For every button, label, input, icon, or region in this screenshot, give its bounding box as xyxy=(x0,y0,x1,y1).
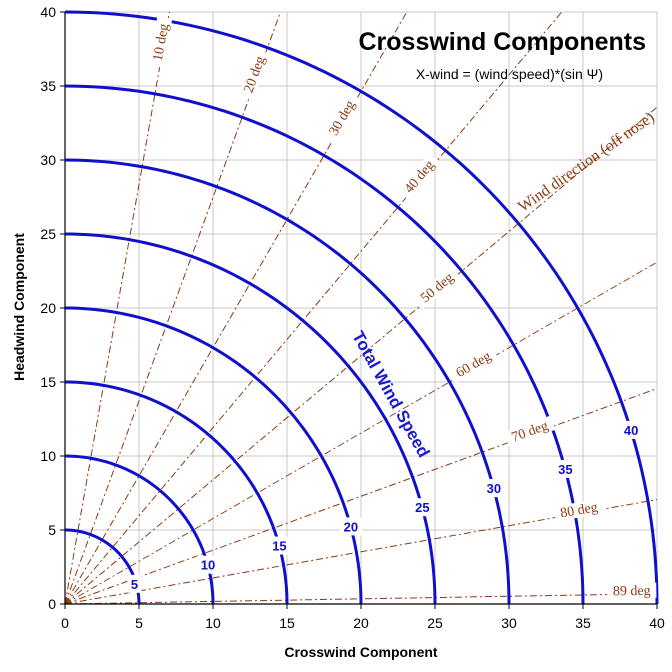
speed-arc-35 xyxy=(64,84,585,605)
x-tick-label: 25 xyxy=(427,615,443,631)
speed-label-35: 35 xyxy=(558,462,572,477)
direction-line-50 xyxy=(64,106,658,605)
axes xyxy=(60,11,658,609)
direction-label-group: 20 deg xyxy=(238,48,270,100)
speed-label-10: 10 xyxy=(201,558,215,573)
x-tick-labels: 0 5 10 15 20 25 30 35 40 xyxy=(61,615,665,631)
y-tick-label: 15 xyxy=(40,374,56,390)
x-tick-label: 20 xyxy=(353,615,369,631)
direction-label-10: 10 deg xyxy=(151,23,172,63)
speed-label-bg xyxy=(554,459,577,478)
chart-subtitle: X-wind = (wind speed)*(sin Ψ) xyxy=(416,66,603,82)
speed-label-bg xyxy=(268,536,291,555)
direction-label-group: 10 deg xyxy=(148,16,173,68)
chart-title: Crosswind Components xyxy=(358,28,646,56)
direction-line-30 xyxy=(64,11,408,605)
speed-label-40: 40 xyxy=(624,423,638,438)
y-tick-label: 20 xyxy=(40,300,56,316)
direction-label-bg xyxy=(607,582,657,599)
direction-label-20: 20 deg xyxy=(242,54,269,95)
direction-label-group: 60 deg xyxy=(448,345,499,383)
y-tick-label: 35 xyxy=(40,78,56,94)
speed-labels: 5 10 15 20 25 30 35 40 xyxy=(127,420,643,593)
x-tick-label: 35 xyxy=(575,615,591,631)
direction-label-bg xyxy=(413,265,461,309)
y-tick-label: 5 xyxy=(48,522,56,538)
direction-line-10 xyxy=(64,11,170,605)
speed-label-bg xyxy=(620,420,643,439)
speed-label-20: 20 xyxy=(344,519,358,534)
direction-label-group: 30 deg xyxy=(322,92,361,143)
speed-label-bg xyxy=(411,498,434,517)
speed-label-30: 30 xyxy=(487,481,501,496)
direction-label-group: 50 deg xyxy=(413,265,461,309)
direction-labels: 10 deg 20 deg 30 deg 40 deg 50 deg 60 deg 70 d… xyxy=(148,16,657,600)
x-tick-label: 40 xyxy=(649,615,665,631)
speed-label-bg xyxy=(196,555,219,574)
direction-label-bg xyxy=(553,498,605,522)
y-tick-label: 0 xyxy=(48,596,56,612)
direction-label-70: 70 deg xyxy=(510,419,551,446)
direction-line-60 xyxy=(64,261,658,605)
y-tick-label: 25 xyxy=(40,226,56,242)
wind-direction-label: Wind direction (off nose) xyxy=(515,109,658,216)
direction-label-89: 89 deg xyxy=(613,584,651,600)
speed-label-15: 15 xyxy=(272,539,286,554)
direction-label-bg xyxy=(448,345,499,383)
speed-label-25: 25 xyxy=(415,500,429,515)
y-tick-label: 40 xyxy=(40,4,56,20)
direction-label-40: 40 deg xyxy=(402,158,438,197)
speed-label-bg xyxy=(482,479,505,498)
x-tick-label: 5 xyxy=(135,615,143,631)
x-tick-label: 15 xyxy=(279,615,295,631)
direction-label-30: 30 deg xyxy=(327,98,359,138)
direction-label-group: 80 deg xyxy=(553,498,605,522)
speed-arc-40 xyxy=(64,10,659,605)
x-tick-label: 0 xyxy=(61,615,69,631)
direction-label-group: 70 deg xyxy=(504,415,556,447)
direction-label-bg xyxy=(397,152,441,201)
direction-line-40 xyxy=(64,11,563,605)
speed-label-5: 5 xyxy=(131,577,138,592)
y-axis-title: Headwind Component xyxy=(11,233,27,381)
y-tick-label: 30 xyxy=(40,152,56,168)
direction-label-80: 80 deg xyxy=(559,500,599,521)
direction-label-60: 60 deg xyxy=(454,349,494,381)
direction-label-bg xyxy=(148,16,173,68)
speed-label-bg xyxy=(339,517,362,536)
y-tick-labels: 0 5 10 15 20 25 30 35 40 xyxy=(40,4,56,612)
x-tick-label: 10 xyxy=(205,615,221,631)
direction-label-bg xyxy=(504,415,556,447)
y-tick-label: 10 xyxy=(40,448,56,464)
direction-label-group: 89 deg xyxy=(607,582,657,600)
direction-label-bg xyxy=(238,48,270,100)
x-tick-label: 30 xyxy=(501,615,517,631)
direction-label-50: 50 deg xyxy=(418,270,457,306)
direction-label-bg xyxy=(322,92,361,143)
speed-label-bg xyxy=(127,574,142,593)
x-axis-title: Crosswind Component xyxy=(284,644,438,660)
